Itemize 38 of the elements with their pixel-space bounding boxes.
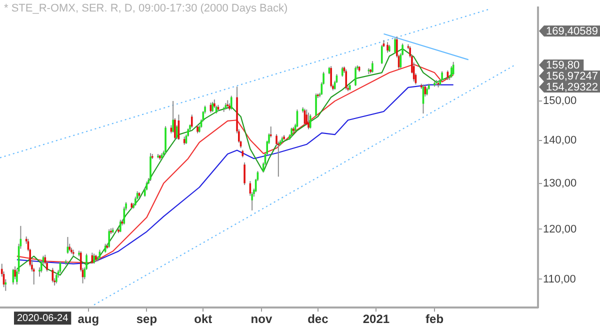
y-tick-label: 120,00 bbox=[543, 223, 577, 236]
x-tick-label: feb bbox=[426, 312, 444, 326]
y-tick-label: 150,00 bbox=[543, 95, 577, 108]
x-tick-label: dec bbox=[308, 312, 329, 326]
candlestick bbox=[345, 68, 348, 90]
candlestick bbox=[341, 66, 344, 78]
candlestick bbox=[190, 114, 193, 128]
candlestick bbox=[394, 38, 396, 54]
candlestick bbox=[306, 109, 308, 126]
candlestick bbox=[244, 162, 246, 186]
text: 169,40589 bbox=[546, 26, 598, 38]
candlestick bbox=[309, 114, 312, 130]
candlestick bbox=[56, 272, 58, 284]
x-tick-label: aug bbox=[78, 312, 100, 326]
candlestick bbox=[450, 66, 452, 78]
y-tick-label: 140,00 bbox=[543, 134, 577, 147]
x-tick-label: okt bbox=[194, 312, 212, 326]
x-tick-label: 2021 bbox=[362, 312, 390, 326]
candlestick bbox=[212, 101, 214, 112]
candlestick bbox=[380, 44, 383, 64]
candlestick bbox=[441, 70, 443, 82]
text: 2020-06-24 bbox=[17, 312, 69, 324]
y-tick-label: 110,00 bbox=[543, 273, 576, 286]
candlestick bbox=[354, 66, 356, 86]
x-tick-label: sep bbox=[136, 312, 158, 326]
candlestick bbox=[93, 253, 95, 264]
candlestick bbox=[386, 42, 388, 54]
candlestick bbox=[315, 92, 317, 118]
text: 159,80 bbox=[546, 60, 580, 72]
candlestick bbox=[372, 60, 374, 74]
y-tick-label: 130,00 bbox=[543, 177, 577, 190]
x-tick-label: nov bbox=[250, 312, 272, 326]
candlestick bbox=[308, 112, 310, 130]
text: 154,29322 bbox=[546, 82, 598, 94]
text: 156,97247 bbox=[546, 70, 598, 83]
candlestick bbox=[330, 66, 332, 88]
candlestick bbox=[150, 152, 152, 182]
chart-title: * STE_R-OMX, SER. R, D, 09:00-17:30 (2000 Days Back) bbox=[4, 2, 288, 15]
